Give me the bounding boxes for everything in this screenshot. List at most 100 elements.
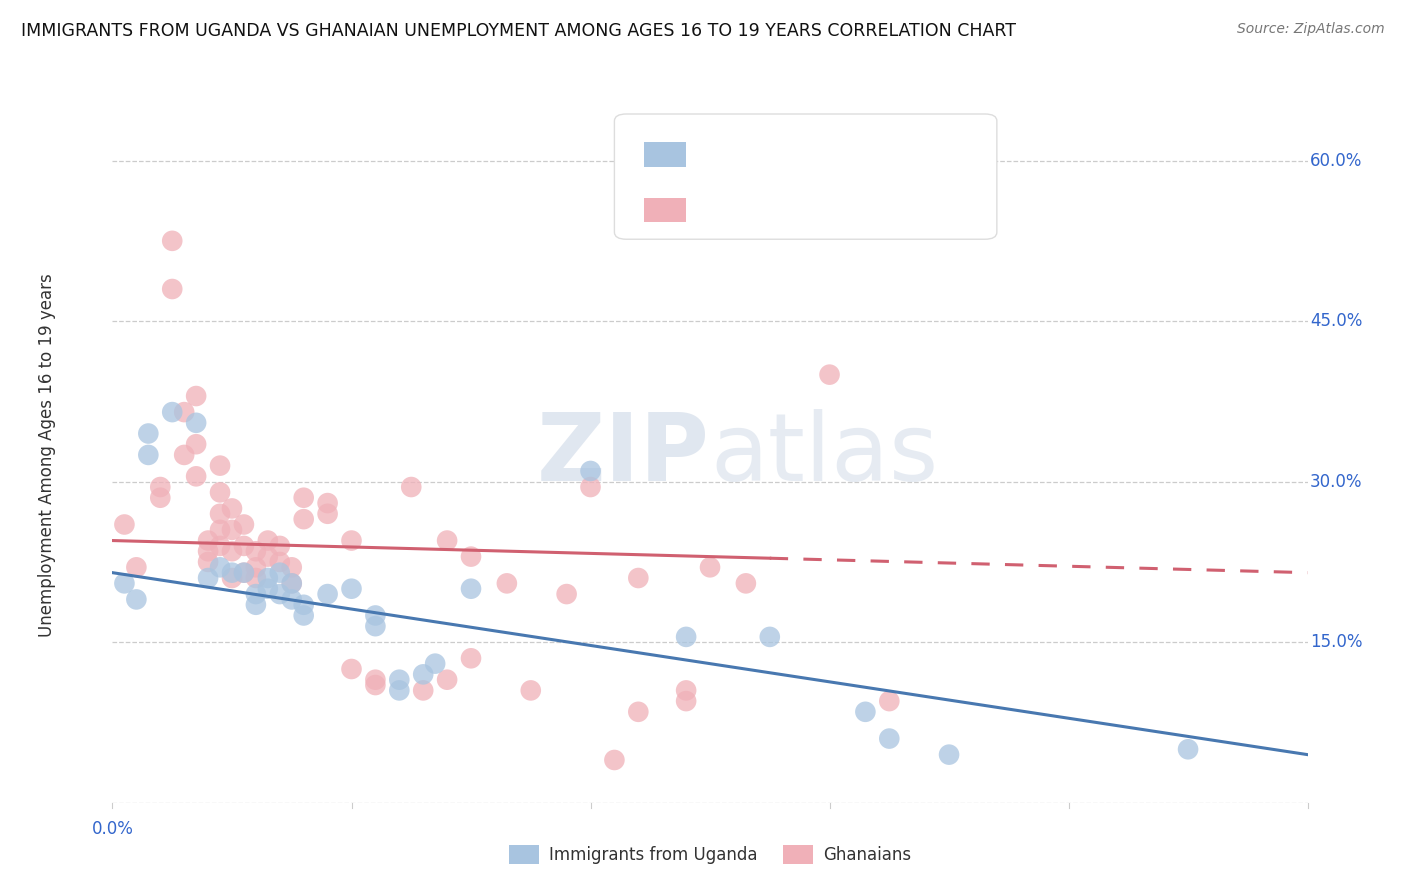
Point <box>579 464 602 478</box>
Text: 15.0%: 15.0% <box>1310 633 1362 651</box>
Point <box>269 539 291 553</box>
Point <box>292 608 315 623</box>
Point <box>232 517 256 532</box>
Point <box>675 683 697 698</box>
Point <box>221 523 243 537</box>
Point <box>436 533 458 548</box>
Point <box>388 683 411 698</box>
Point <box>232 539 256 553</box>
Point <box>555 587 578 601</box>
Point <box>221 566 243 580</box>
Point <box>245 587 267 601</box>
Point <box>208 507 231 521</box>
Point <box>245 544 267 558</box>
Text: R =  -0.291: R = -0.291 <box>704 145 799 163</box>
Text: N = 36: N = 36 <box>859 145 918 163</box>
Point <box>364 619 387 633</box>
Text: IMMIGRANTS FROM UGANDA VS GHANAIAN UNEMPLOYMENT AMONG AGES 16 TO 19 YEARS CORREL: IMMIGRANTS FROM UGANDA VS GHANAIAN UNEMP… <box>21 22 1017 40</box>
Point <box>197 533 219 548</box>
Point <box>138 426 160 441</box>
Point <box>114 576 135 591</box>
Point <box>245 571 267 585</box>
Text: 45.0%: 45.0% <box>1310 312 1362 330</box>
Point <box>675 694 697 708</box>
Bar <box>644 198 686 222</box>
Point <box>292 512 315 526</box>
Point <box>735 576 758 591</box>
Point <box>208 539 231 553</box>
Point <box>401 480 423 494</box>
Text: ZIP: ZIP <box>537 409 710 501</box>
Point <box>1177 742 1199 756</box>
Text: atlas: atlas <box>710 409 938 501</box>
Point <box>316 496 339 510</box>
Point <box>257 533 280 548</box>
Point <box>221 571 243 585</box>
Point <box>125 592 148 607</box>
Point <box>221 501 243 516</box>
Point <box>173 405 195 419</box>
Legend: Immigrants from Uganda, Ghanaians: Immigrants from Uganda, Ghanaians <box>502 838 918 871</box>
Text: 60.0%: 60.0% <box>1310 152 1362 169</box>
Point <box>436 673 458 687</box>
Point <box>340 533 363 548</box>
Point <box>149 480 172 494</box>
Point <box>281 576 304 591</box>
Bar <box>644 142 686 167</box>
Point <box>114 517 135 532</box>
Point <box>759 630 782 644</box>
Point <box>340 582 363 596</box>
Text: 0.0%: 0.0% <box>91 821 134 838</box>
Point <box>520 683 543 698</box>
Text: 30.0%: 30.0% <box>1310 473 1362 491</box>
Point <box>281 560 304 574</box>
Point <box>938 747 960 762</box>
Point <box>281 592 304 607</box>
Point <box>197 544 219 558</box>
Point <box>197 571 219 585</box>
Point <box>269 555 291 569</box>
Point <box>340 662 363 676</box>
Text: N = 64: N = 64 <box>859 201 917 219</box>
Point <box>257 549 280 564</box>
Text: Source: ZipAtlas.com: Source: ZipAtlas.com <box>1237 22 1385 37</box>
Point <box>877 694 901 708</box>
Point <box>186 469 208 483</box>
Point <box>412 683 434 698</box>
Point <box>125 560 148 574</box>
Point <box>173 448 195 462</box>
Point <box>245 560 267 574</box>
Point <box>281 576 304 591</box>
Point <box>316 587 339 601</box>
Point <box>460 651 482 665</box>
Point <box>627 571 650 585</box>
Point <box>149 491 172 505</box>
Point <box>186 437 208 451</box>
Point <box>460 549 482 564</box>
Point <box>186 389 208 403</box>
Point <box>388 673 411 687</box>
Point <box>269 566 291 580</box>
Point <box>818 368 841 382</box>
Point <box>364 608 387 623</box>
Point <box>162 234 183 248</box>
Text: R =  -0.046: R = -0.046 <box>704 201 799 219</box>
Point <box>162 282 183 296</box>
Point <box>257 571 280 585</box>
Text: Unemployment Among Ages 16 to 19 years: Unemployment Among Ages 16 to 19 years <box>38 273 56 637</box>
Point <box>364 678 387 692</box>
Point <box>603 753 626 767</box>
Point <box>412 667 434 681</box>
Point <box>208 458 231 473</box>
Point <box>269 587 291 601</box>
Point <box>699 560 721 574</box>
Point <box>579 480 602 494</box>
Point <box>316 507 339 521</box>
Point <box>257 582 280 596</box>
Point <box>245 598 267 612</box>
Point <box>221 544 243 558</box>
Point <box>292 491 315 505</box>
Point <box>627 705 650 719</box>
FancyBboxPatch shape <box>614 114 997 239</box>
Point <box>675 630 697 644</box>
